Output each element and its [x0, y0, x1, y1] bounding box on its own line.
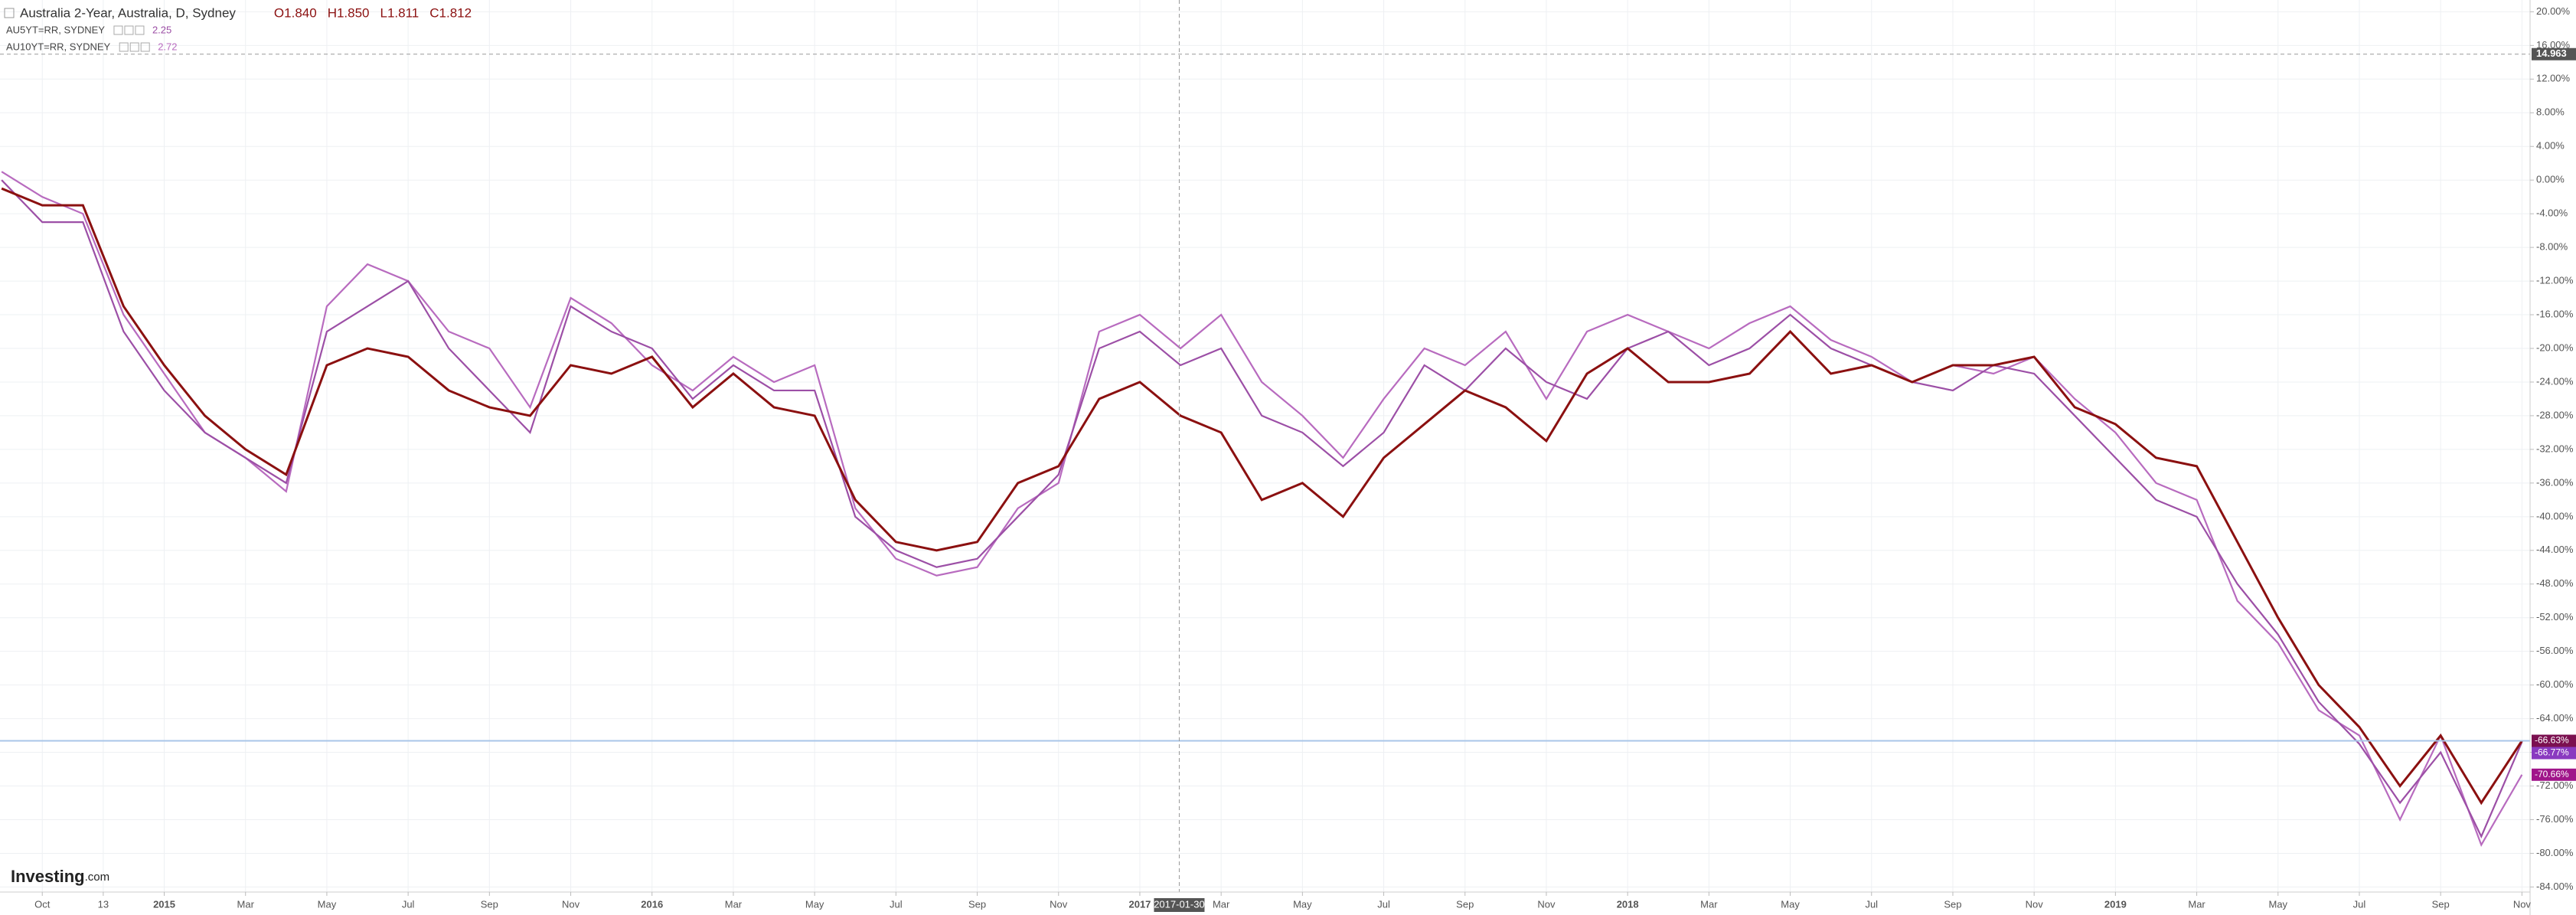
y-tick-label: -64.00%: [2536, 712, 2574, 724]
x-tick-label: Sep: [481, 898, 498, 910]
x-tick-label: Mar: [2188, 898, 2205, 910]
x-tick-label: Jul: [2353, 898, 2366, 910]
y-tick-label: 8.00%: [2536, 106, 2565, 118]
series-control[interactable]: [119, 42, 129, 52]
x-tick-label: Sep: [968, 898, 986, 910]
y-tick-label: -16.00%: [2536, 308, 2574, 319]
x-tick-label: Oct: [34, 898, 51, 910]
last-value-badge: [2532, 734, 2576, 747]
x-tick-label: Jul: [1865, 898, 1878, 910]
y-tick-label: -36.00%: [2536, 476, 2574, 488]
x-tick-label: May: [1781, 898, 1800, 910]
x-tick-label: 2015: [153, 898, 175, 910]
x-tick-label: Jul: [402, 898, 415, 910]
y-tick-label: 16.00%: [2536, 39, 2571, 51]
series-control[interactable]: [140, 42, 150, 52]
series-name: AU5YT=RR, SYDNEY: [6, 24, 105, 35]
series-line: [1, 171, 2523, 848]
y-tick-label: 12.00%: [2536, 73, 2571, 84]
y-tick-label: -56.00%: [2536, 645, 2574, 656]
logo-suffix: .com: [85, 871, 110, 884]
y-tick-label: -28.00%: [2536, 409, 2574, 420]
series-control[interactable]: [129, 42, 139, 52]
crosshair-y-badge: [2532, 47, 2576, 60]
ohlc-value: L1.811: [380, 5, 420, 20]
y-tick-label: 20.00%: [2536, 5, 2571, 17]
x-tick-label: 2018: [1617, 898, 1639, 910]
last-value-badge: [2532, 768, 2576, 781]
crosshair-x-badge: [1154, 898, 1205, 912]
series-line: [1, 179, 2523, 839]
x-tick-label: May: [1293, 898, 1312, 910]
y-tick-label: -24.00%: [2536, 375, 2574, 387]
y-tick-label: 0.00%: [2536, 174, 2565, 185]
ohlc-value: O1.840: [274, 5, 317, 20]
collapse-icon[interactable]: [4, 8, 15, 18]
series-legend-value: 2.25: [152, 24, 171, 35]
last-value-label: -66.77%: [2535, 747, 2569, 758]
crosshair-x-label: 2017-01-30: [1154, 898, 1205, 910]
y-tick-label: -72.00%: [2536, 779, 2574, 791]
x-tick-label: Jul: [1377, 898, 1390, 910]
y-tick-label: -8.00%: [2536, 241, 2568, 253]
x-tick-label: Mar: [1213, 898, 1230, 910]
y-tick-label: -32.00%: [2536, 443, 2574, 454]
y-tick-label: -84.00%: [2536, 881, 2574, 892]
y-tick-label: -20.00%: [2536, 341, 2574, 353]
x-tick-label: Sep: [1944, 898, 1961, 910]
last-value-badge: [2532, 747, 2576, 760]
x-tick-label: Nov: [2026, 898, 2044, 910]
x-tick-label: 2016: [641, 898, 663, 910]
x-tick-label: Jul: [890, 898, 903, 910]
last-value-label: -70.66%: [2535, 769, 2569, 779]
series-legend-value: 2.72: [158, 41, 177, 52]
x-tick-label: Mar: [1700, 898, 1718, 910]
x-tick-label: Nov: [1537, 898, 1556, 910]
plot: [0, 0, 2530, 892]
x-tick-label: Sep: [1456, 898, 1474, 910]
x-tick-label: May: [318, 898, 337, 910]
y-tick-label: -40.00%: [2536, 510, 2574, 521]
y-tick-label: -76.00%: [2536, 813, 2574, 825]
y-tick-label: -60.00%: [2536, 678, 2574, 690]
ohlc-value: H1.850: [328, 5, 370, 20]
ohlc-value: C1.812: [429, 5, 472, 20]
y-tick-label: -52.00%: [2536, 611, 2574, 623]
x-tick-label: 2019: [2104, 898, 2127, 910]
x-tick-label: Nov: [2513, 898, 2532, 910]
x-tick-label: Mar: [725, 898, 743, 910]
y-tick-label: -12.00%: [2536, 275, 2574, 286]
series-line: [1, 187, 2523, 806]
series-control[interactable]: [124, 25, 134, 35]
y-tick-label: -44.00%: [2536, 544, 2574, 555]
x-tick-label: May: [805, 898, 824, 910]
x-tick-label: May: [2268, 898, 2287, 910]
logo: Investing.com: [11, 867, 109, 886]
x-tick-label: 2017: [1128, 898, 1151, 910]
y-tick-label: -4.00%: [2536, 208, 2568, 219]
crosshair-y-label: 14.963: [2536, 47, 2567, 59]
legend: Australia 2-Year, Australia, D, Sydney O…: [4, 5, 472, 52]
last-value-label: -66.63%: [2535, 735, 2569, 746]
series-control[interactable]: [113, 25, 123, 35]
x-tick-label: Nov: [562, 898, 580, 910]
x-tick-label: Sep: [2432, 898, 2450, 910]
logo-text: Investing: [11, 867, 85, 886]
y-tick-label: -48.00%: [2536, 577, 2574, 589]
y-tick-label: 4.00%: [2536, 140, 2565, 152]
series-control[interactable]: [135, 25, 145, 35]
main-title: Australia 2-Year, Australia, D, Sydney: [20, 5, 236, 20]
y-tick-label: -80.00%: [2536, 847, 2574, 858]
series-name: AU10YT=RR, SYDNEY: [6, 41, 111, 52]
x-tick-label: Nov: [1050, 898, 1068, 910]
x-tick-label: 13: [98, 898, 109, 910]
x-tick-label: Mar: [237, 898, 255, 910]
